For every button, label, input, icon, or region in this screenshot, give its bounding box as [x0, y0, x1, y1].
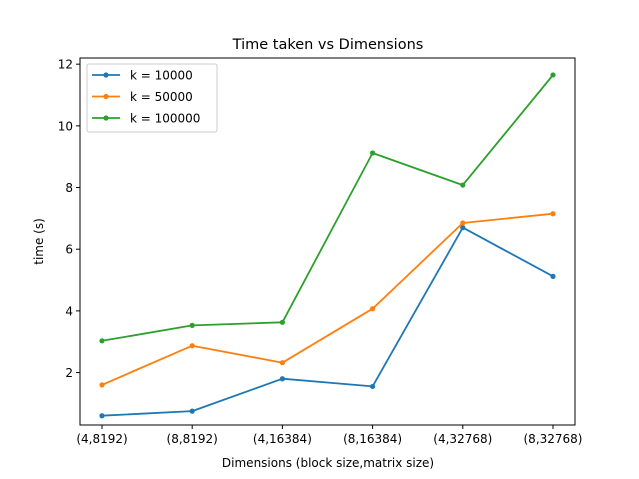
legend: k = 10000 k = 50000 k = 100000 [86, 63, 218, 133]
data-point [189, 322, 195, 328]
x-tick-label: (8,8192) [167, 432, 218, 446]
x-tick-label: (8,16384) [343, 432, 402, 446]
legend-marker-2 [103, 93, 109, 100]
series-line-3 [101, 74, 554, 342]
y-tick-label: 4 [65, 304, 73, 318]
data-point [370, 150, 376, 156]
legend-label-3: k = 100000 [130, 112, 200, 126]
x-tick-label: (8,32768) [524, 432, 583, 446]
y-tick-label: 10 [58, 119, 73, 133]
y-tick-label: 2 [65, 366, 73, 380]
data-point [189, 343, 195, 349]
y-axis-ticks: 2 4 6 8 10 12 [58, 58, 80, 380]
data-point [550, 211, 556, 217]
data-point [460, 182, 466, 188]
data-point [550, 72, 556, 78]
plot-area-frame [79, 57, 576, 426]
legend-box [86, 63, 218, 133]
x-axis-label: Dimensions (block size,matrix size) [222, 456, 434, 470]
x-tick-label: (4,16384) [253, 432, 312, 446]
data-point [99, 382, 105, 388]
y-tick-label: 6 [65, 243, 73, 257]
data-point [550, 273, 556, 279]
series-line-1 [101, 226, 554, 417]
legend-label-1: k = 10000 [130, 69, 193, 83]
data-point [279, 376, 285, 382]
data-point [370, 306, 376, 312]
y-tick-label: 12 [58, 58, 73, 72]
chart-title: Time taken vs Dimensions [232, 37, 424, 53]
data-point [460, 225, 466, 231]
data-point [189, 408, 195, 414]
data-point [460, 220, 466, 226]
legend-marker-3 [103, 115, 109, 121]
x-tick-label: (4,32768) [433, 432, 492, 446]
legend-marker-1 [103, 72, 109, 78]
legend-label-2: k = 50000 [130, 90, 193, 104]
y-tick-label: 8 [65, 181, 73, 195]
x-tick-label: (4,8192) [76, 432, 127, 446]
data-point [279, 360, 285, 366]
data-point [99, 413, 105, 419]
x-axis-ticks: (4,8192) (8,8192) (4,16384) (8,16384) (4,327… [76, 425, 583, 446]
data-point [370, 383, 376, 390]
data-point [99, 338, 105, 344]
data-point [279, 319, 285, 325]
series-line-2 [101, 212, 554, 386]
series-layer [99, 72, 556, 419]
y-axis-label: time (s) [32, 218, 46, 265]
